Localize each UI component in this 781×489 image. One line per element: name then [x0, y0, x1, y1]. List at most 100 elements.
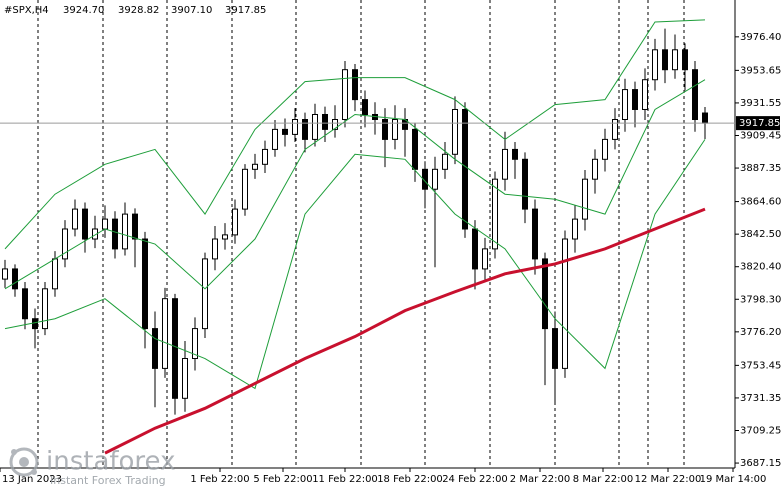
header-open: 3924.70 [63, 5, 104, 16]
header-low: 3907.10 [171, 5, 212, 16]
y-tick-label: 3798.30 [740, 294, 781, 305]
candle-body [112, 218, 118, 250]
candle-body [162, 298, 168, 369]
candle-body [702, 112, 708, 124]
y-tick-label: 3709.25 [740, 425, 781, 436]
x-tick-label: 8 Mar 22:00 [573, 474, 633, 485]
candle-body [42, 288, 48, 330]
candle-body [592, 158, 598, 180]
candle-body [672, 49, 678, 71]
candle-body [132, 213, 138, 240]
candle-body [442, 153, 448, 170]
x-tick-label: 2 Mar 22:00 [510, 474, 570, 485]
candle-body [142, 238, 148, 330]
candle-body [552, 328, 558, 369]
y-tick-label: 3953.65 [740, 65, 781, 76]
indicator-line [4, 19, 706, 250]
header-high: 3928.82 [118, 5, 159, 16]
candle-body [122, 213, 128, 250]
candle-body [82, 208, 88, 240]
last-price-label: 3917.85 [739, 118, 780, 129]
y-tick-label: 3864.60 [740, 197, 781, 208]
candle-body [632, 89, 638, 110]
y-tick-label: 3887.35 [740, 163, 781, 174]
y-tick-label: 3776.20 [740, 327, 781, 338]
candle-body [472, 228, 478, 270]
candle-body [612, 119, 618, 140]
y-tick-label: 3687.15 [740, 458, 781, 469]
candle-body [192, 328, 198, 360]
candle-body [542, 258, 548, 330]
candle-body [462, 108, 468, 230]
y-tick-label: 3753.45 [740, 360, 781, 371]
indicator-line [4, 139, 706, 390]
candle-body [212, 238, 218, 260]
candle-body [22, 288, 28, 320]
x-tick-label: 1 Feb 22:00 [190, 474, 249, 485]
candle-body [602, 138, 608, 160]
candle-body [12, 268, 18, 290]
y-tick-label: 3976.40 [740, 32, 781, 43]
candle-body [412, 128, 418, 170]
watermark-tagline: Instant Forex Trading [50, 474, 166, 487]
candle-body [172, 298, 178, 399]
candle-body [382, 119, 388, 140]
candle-body [262, 148, 268, 165]
watermark-name: instaforex [46, 447, 175, 477]
candle-body [322, 113, 328, 130]
candle-body [282, 128, 288, 135]
header-close: 3917.85 [225, 5, 266, 16]
candle-body [202, 258, 208, 330]
x-tick-label: 19 Mar 14:00 [700, 474, 767, 485]
candle-body [2, 268, 8, 280]
candle-body [52, 258, 58, 290]
x-tick-label: 12 Mar 22:00 [635, 474, 702, 485]
x-tick-label: 5 Feb 22:00 [253, 474, 312, 485]
candle-body [152, 328, 158, 369]
candle-body [242, 168, 248, 210]
candle-body [102, 218, 108, 230]
candle-body [302, 119, 308, 140]
x-tick-label: 18 Feb 22:00 [377, 474, 443, 485]
symbol: #SPX,H4 [4, 5, 49, 16]
candle-body [662, 49, 668, 71]
candle-body [312, 113, 318, 140]
candle-body [32, 318, 38, 330]
x-tick-label: 13 Jan 2023 [2, 474, 62, 485]
candle-body [272, 128, 278, 150]
candle-body [432, 168, 438, 190]
logo [9, 447, 39, 477]
y-tick-label: 3842.50 [740, 229, 781, 240]
candle-body [582, 178, 588, 220]
candle-body [512, 148, 518, 160]
candle-body [492, 178, 498, 250]
candle-body [682, 49, 688, 71]
x-tick-label: 24 Feb 22:00 [442, 474, 508, 485]
candle-body [332, 119, 338, 130]
y-tick-label: 3931.55 [740, 98, 781, 109]
candle-body [72, 208, 78, 230]
candle-body [182, 358, 188, 399]
candle-body [482, 248, 488, 270]
candle-body [642, 79, 648, 110]
candle-body [562, 238, 568, 369]
candle-body [652, 49, 658, 81]
candle-body [222, 234, 228, 240]
candle-body [232, 208, 238, 236]
candle-body [292, 119, 298, 135]
y-tick-label: 3820.40 [740, 262, 781, 273]
separators [37, 0, 685, 468]
candle-body [362, 99, 368, 115]
y-tick-label: 3909.45 [740, 130, 781, 141]
candle-body [252, 163, 258, 170]
last-price-box [736, 116, 780, 131]
candle-body [522, 158, 528, 210]
candle-body [502, 148, 508, 180]
candle-body [352, 69, 358, 101]
candle-body [622, 89, 628, 121]
candle-body [532, 208, 538, 260]
candle-body [422, 168, 428, 190]
candle-body [62, 228, 68, 260]
x-tick-label: 11 Feb 22:00 [312, 474, 378, 485]
